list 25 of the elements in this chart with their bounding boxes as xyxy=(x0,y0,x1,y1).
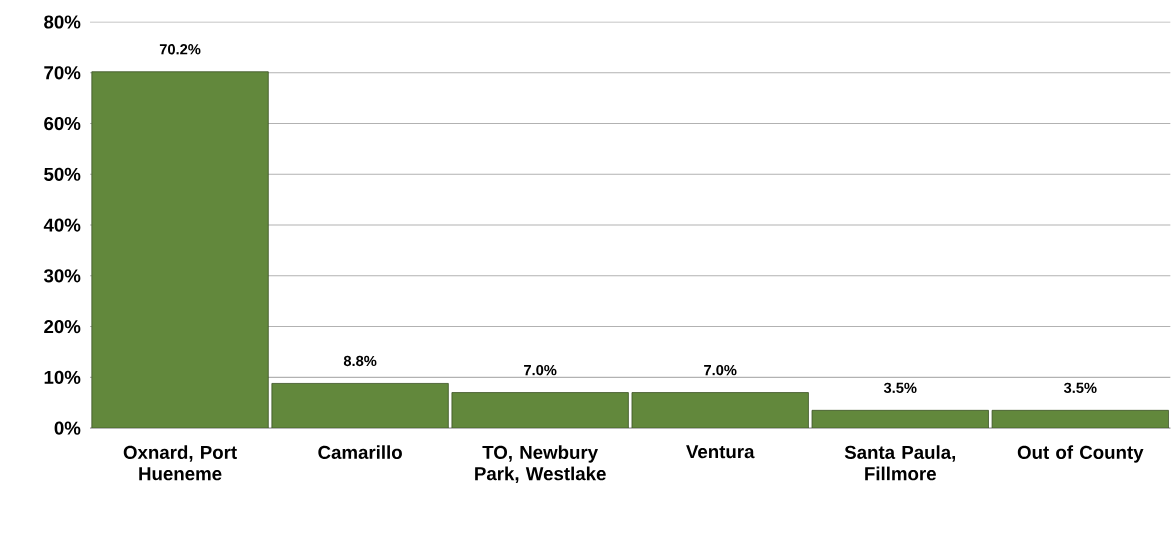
data-label: 3.5% xyxy=(883,382,917,393)
bar xyxy=(91,71,269,429)
y-tick-label: 30% xyxy=(43,269,81,283)
data-label: 70.2% xyxy=(159,44,201,55)
bar xyxy=(631,392,809,429)
x-tick-label: Oxnard, Port Hueneme xyxy=(123,445,237,481)
data-label: 8.8% xyxy=(343,355,377,367)
bar xyxy=(271,383,449,429)
data-label: 7.0% xyxy=(524,364,557,376)
x-tick-label: Out of County xyxy=(1017,445,1144,463)
y-tick-label: 50% xyxy=(44,167,81,181)
y-tick-label: 10% xyxy=(44,370,81,384)
y-tick-label: 60% xyxy=(44,116,81,131)
x-tick-label: Ventura xyxy=(686,445,755,459)
bar xyxy=(451,392,629,429)
x-tick-label: Camarillo xyxy=(318,445,402,459)
y-tick-label: 20% xyxy=(44,319,81,334)
x-tick-label: Santa Paula, Fillmore xyxy=(844,445,956,481)
x-tick-label: TO, Newbury Park, Westlake xyxy=(475,445,606,483)
y-tick-label: 40% xyxy=(43,218,81,232)
data-label: 7.0% xyxy=(704,364,737,376)
y-tick-label: 80% xyxy=(44,15,81,29)
y-tick-label: 70% xyxy=(44,66,81,80)
y-tick-label: 0% xyxy=(54,421,81,435)
data-label: 3.5% xyxy=(1063,382,1097,393)
